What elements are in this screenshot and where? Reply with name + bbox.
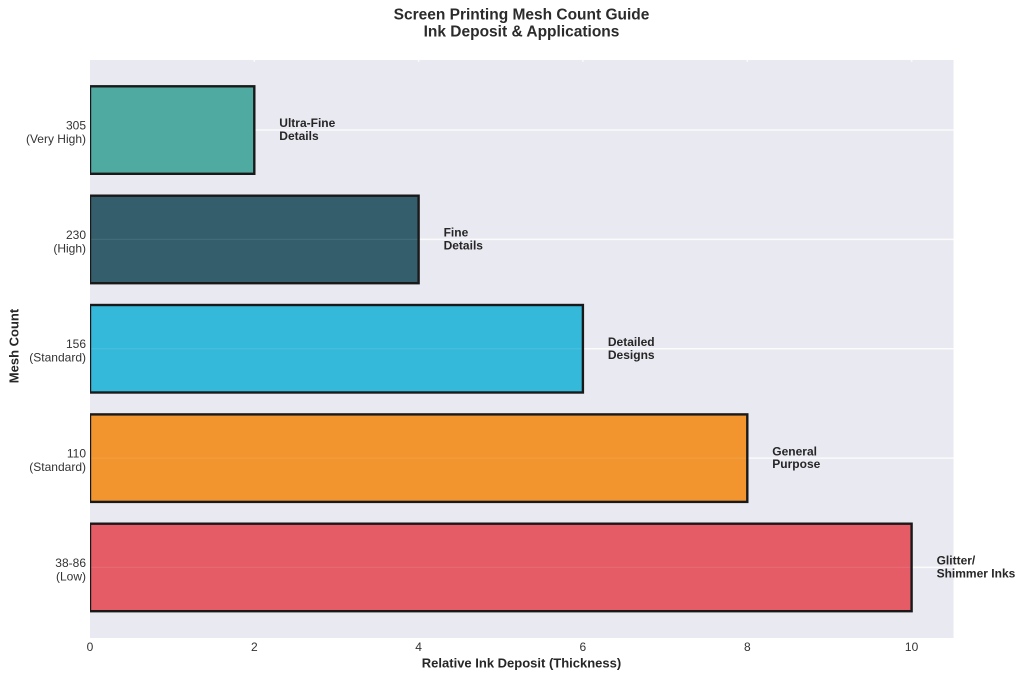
- svg-text:Designs: Designs: [608, 348, 655, 362]
- svg-text:2: 2: [251, 640, 258, 654]
- svg-text:(Very High): (Very High): [26, 132, 86, 146]
- svg-text:Fine: Fine: [444, 226, 469, 240]
- svg-text:4: 4: [415, 640, 422, 654]
- svg-text:305: 305: [66, 119, 86, 133]
- svg-text:0: 0: [87, 640, 94, 654]
- svg-text:110: 110: [67, 447, 86, 461]
- svg-text:230: 230: [66, 228, 86, 242]
- svg-text:Purpose: Purpose: [772, 457, 820, 471]
- svg-text:10: 10: [905, 640, 919, 654]
- svg-text:Ultra-Fine: Ultra-Fine: [279, 116, 335, 130]
- svg-text:Details: Details: [279, 129, 319, 143]
- svg-text:Screen Printing Mesh Count Gui: Screen Printing Mesh Count Guide: [394, 7, 650, 24]
- svg-text:(Standard): (Standard): [29, 351, 86, 365]
- svg-text:(High): (High): [53, 241, 86, 255]
- svg-text:Glitter/: Glitter/: [937, 554, 976, 568]
- svg-text:(Standard): (Standard): [29, 460, 86, 474]
- svg-text:156: 156: [66, 337, 86, 351]
- svg-text:Ink Deposit & Applications: Ink Deposit & Applications: [424, 24, 620, 41]
- svg-text:38-86: 38-86: [55, 556, 86, 570]
- svg-text:6: 6: [580, 640, 587, 654]
- svg-text:(Low): (Low): [56, 569, 86, 583]
- svg-text:Details: Details: [444, 239, 484, 253]
- svg-text:Shimmer Inks: Shimmer Inks: [937, 567, 1016, 581]
- svg-text:General: General: [772, 444, 817, 458]
- svg-text:Mesh Count: Mesh Count: [7, 308, 22, 383]
- svg-text:Detailed: Detailed: [608, 335, 655, 349]
- svg-text:8: 8: [744, 640, 751, 654]
- svg-text:Relative Ink Deposit (Thicknes: Relative Ink Deposit (Thickness): [422, 656, 621, 671]
